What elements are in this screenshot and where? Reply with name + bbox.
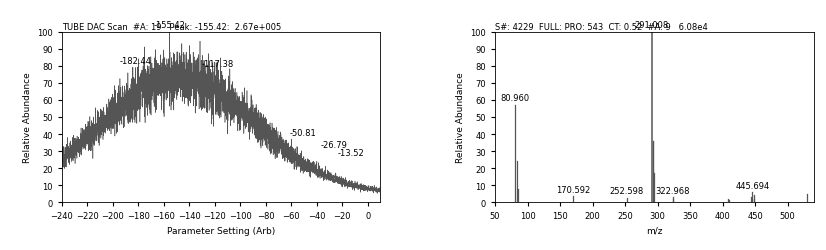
Text: TUBE DAC Scan  #A: 19   Peak: -155.42:  2.67e+005: TUBE DAC Scan #A: 19 Peak: -155.42: 2.67… xyxy=(62,23,281,32)
Text: -155.42: -155.42 xyxy=(154,21,186,30)
Text: 252.598: 252.598 xyxy=(610,187,644,196)
Text: 170.592: 170.592 xyxy=(557,185,591,194)
Text: -182.44: -182.44 xyxy=(119,57,151,66)
Text: -26.79: -26.79 xyxy=(320,140,347,149)
X-axis label: Parameter Setting (Arb): Parameter Setting (Arb) xyxy=(167,226,275,235)
Y-axis label: Relative Abundance: Relative Abundance xyxy=(22,72,31,163)
Text: S#: 4229  FULL: PRO: 543  CT: 0.52  #A: 9   6.08e4: S#: 4229 FULL: PRO: 543 CT: 0.52 #A: 9 6… xyxy=(495,23,708,32)
Text: -13.52: -13.52 xyxy=(337,148,364,158)
Text: 291.008: 291.008 xyxy=(634,21,669,30)
Text: -50.81: -50.81 xyxy=(290,128,316,137)
X-axis label: m/z: m/z xyxy=(646,226,662,235)
Text: -117.38: -117.38 xyxy=(202,60,235,69)
Text: 80.960: 80.960 xyxy=(501,94,529,103)
Text: 445.694: 445.694 xyxy=(735,181,770,190)
Text: 322.968: 322.968 xyxy=(655,186,690,195)
Y-axis label: Relative Abundance: Relative Abundance xyxy=(456,72,465,163)
